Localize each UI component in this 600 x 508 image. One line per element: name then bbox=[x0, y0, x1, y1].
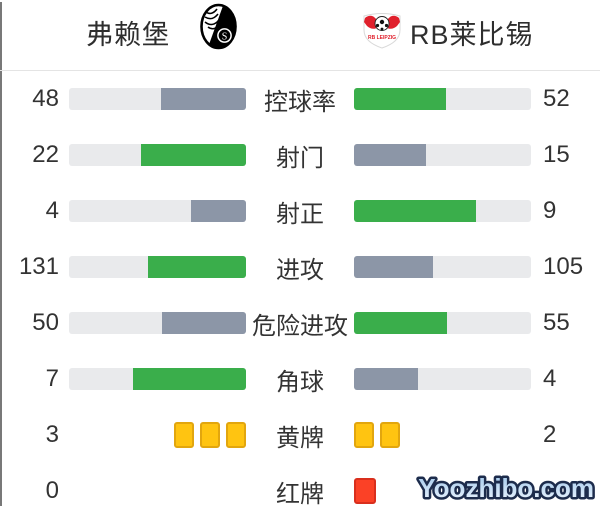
yellow-card-icon bbox=[226, 422, 246, 448]
home-bar-fill bbox=[133, 368, 246, 390]
home-stat-bar bbox=[69, 312, 246, 334]
stat-label: 控球率 bbox=[264, 88, 336, 116]
away-bar-track bbox=[354, 368, 531, 390]
stat-label: 射正 bbox=[276, 200, 324, 228]
stat-label: 红牌 bbox=[276, 480, 324, 508]
home-bar-fill bbox=[140, 144, 246, 166]
yellow-card-icon bbox=[354, 422, 374, 448]
home-bar-track bbox=[69, 368, 246, 390]
header-separator bbox=[0, 70, 600, 71]
away-stat-value: 55 bbox=[543, 309, 570, 336]
away-bar-fill bbox=[354, 200, 477, 222]
away-stat-bar bbox=[354, 312, 531, 334]
home-cards-zone bbox=[69, 421, 246, 449]
stat-label: 射门 bbox=[276, 144, 324, 172]
away-bar-fill bbox=[354, 368, 419, 390]
home-stat-bar bbox=[69, 368, 246, 390]
home-bar-fill bbox=[191, 200, 246, 222]
away-team-name: RB莱比锡 bbox=[410, 20, 534, 50]
stat-row: 4 射正 9 bbox=[0, 183, 600, 239]
home-stat-value: 50 bbox=[32, 309, 59, 336]
watermark-logo: Yoozhibo.com bbox=[416, 471, 597, 506]
home-stat-value: 7 bbox=[45, 365, 59, 392]
stat-row: 7 角球 4 bbox=[0, 351, 600, 407]
stat-row: 131 进攻 105 bbox=[0, 239, 600, 295]
away-cards bbox=[354, 477, 376, 505]
away-cards-zone bbox=[354, 477, 531, 505]
away-stat-bar bbox=[354, 144, 531, 166]
rb-leipzig-crest-icon: RB LEIPZIG bbox=[363, 13, 401, 49]
away-bar-fill bbox=[354, 256, 433, 278]
stats-list: 48 控球率 52 22 射门 15 4 bbox=[0, 71, 600, 508]
home-stat-value: 4 bbox=[45, 197, 59, 224]
stat-row: 50 危险进攻 55 bbox=[0, 295, 600, 351]
stat-label: 黄牌 bbox=[276, 424, 324, 452]
stat-label: 角球 bbox=[276, 368, 324, 396]
yellow-card-icon bbox=[174, 422, 194, 448]
away-stat-bar bbox=[354, 368, 531, 390]
away-bar-fill bbox=[354, 312, 447, 334]
home-bar-track bbox=[69, 88, 246, 110]
away-stat-value: 15 bbox=[543, 141, 570, 168]
home-bar-track bbox=[69, 312, 246, 334]
freiburg-crest-icon: S bbox=[200, 3, 237, 50]
svg-text:Yoozhibo.com: Yoozhibo.com bbox=[418, 473, 594, 503]
home-cards bbox=[174, 421, 246, 449]
header: 弗赖堡 S RB LEIPZIG RB莱比锡 bbox=[0, 0, 600, 70]
home-bar-fill bbox=[147, 256, 246, 278]
home-bar-track bbox=[69, 200, 246, 222]
away-bar-track bbox=[354, 200, 531, 222]
stat-label: 进攻 bbox=[276, 256, 324, 284]
home-bar-track bbox=[69, 144, 246, 166]
away-bar-fill bbox=[354, 144, 426, 166]
away-stat-value: 2 bbox=[543, 421, 557, 448]
stat-row: 0 红牌 bbox=[0, 463, 600, 508]
home-stat-value: 22 bbox=[32, 141, 59, 168]
stat-row: 22 射门 15 bbox=[0, 127, 600, 183]
home-stat-bar bbox=[69, 88, 246, 110]
away-stat-value: 105 bbox=[543, 253, 584, 280]
home-stat-value: 48 bbox=[32, 85, 59, 112]
away-bar-track bbox=[354, 88, 531, 110]
svg-text:S: S bbox=[222, 32, 228, 43]
away-bar-fill bbox=[354, 88, 447, 110]
stat-label: 危险进攻 bbox=[252, 312, 348, 340]
home-team-name: 弗赖堡 bbox=[86, 20, 170, 50]
home-stat-value: 131 bbox=[18, 253, 59, 280]
home-stat-value: 3 bbox=[45, 421, 59, 448]
away-bar-track bbox=[354, 312, 531, 334]
red-card-icon bbox=[354, 478, 376, 504]
home-stat-bar bbox=[69, 256, 246, 278]
stat-row: 48 控球率 52 bbox=[0, 71, 600, 127]
away-stat-bar bbox=[354, 88, 531, 110]
away-bar-track bbox=[354, 256, 531, 278]
away-bar-track bbox=[354, 144, 531, 166]
stat-row: 3 黄牌 2 bbox=[0, 407, 600, 463]
home-stat-value: 0 bbox=[45, 477, 59, 504]
home-stat-bar bbox=[69, 200, 246, 222]
home-bar-fill bbox=[161, 88, 246, 110]
yellow-card-icon bbox=[380, 422, 400, 448]
away-cards bbox=[354, 421, 400, 449]
svg-text:RB LEIPZIG: RB LEIPZIG bbox=[368, 35, 396, 41]
away-stat-bar bbox=[354, 200, 531, 222]
home-bar-fill bbox=[161, 312, 246, 334]
home-stat-bar bbox=[69, 144, 246, 166]
away-stat-value: 4 bbox=[543, 365, 557, 392]
home-bar-track bbox=[69, 256, 246, 278]
yellow-card-icon bbox=[200, 422, 220, 448]
screen-edge-line bbox=[0, 2, 2, 506]
away-stat-bar bbox=[354, 256, 531, 278]
home-cards-zone bbox=[69, 480, 246, 502]
away-stat-value: 52 bbox=[543, 85, 570, 112]
away-cards-zone bbox=[354, 421, 531, 449]
away-stat-value: 9 bbox=[543, 197, 557, 224]
